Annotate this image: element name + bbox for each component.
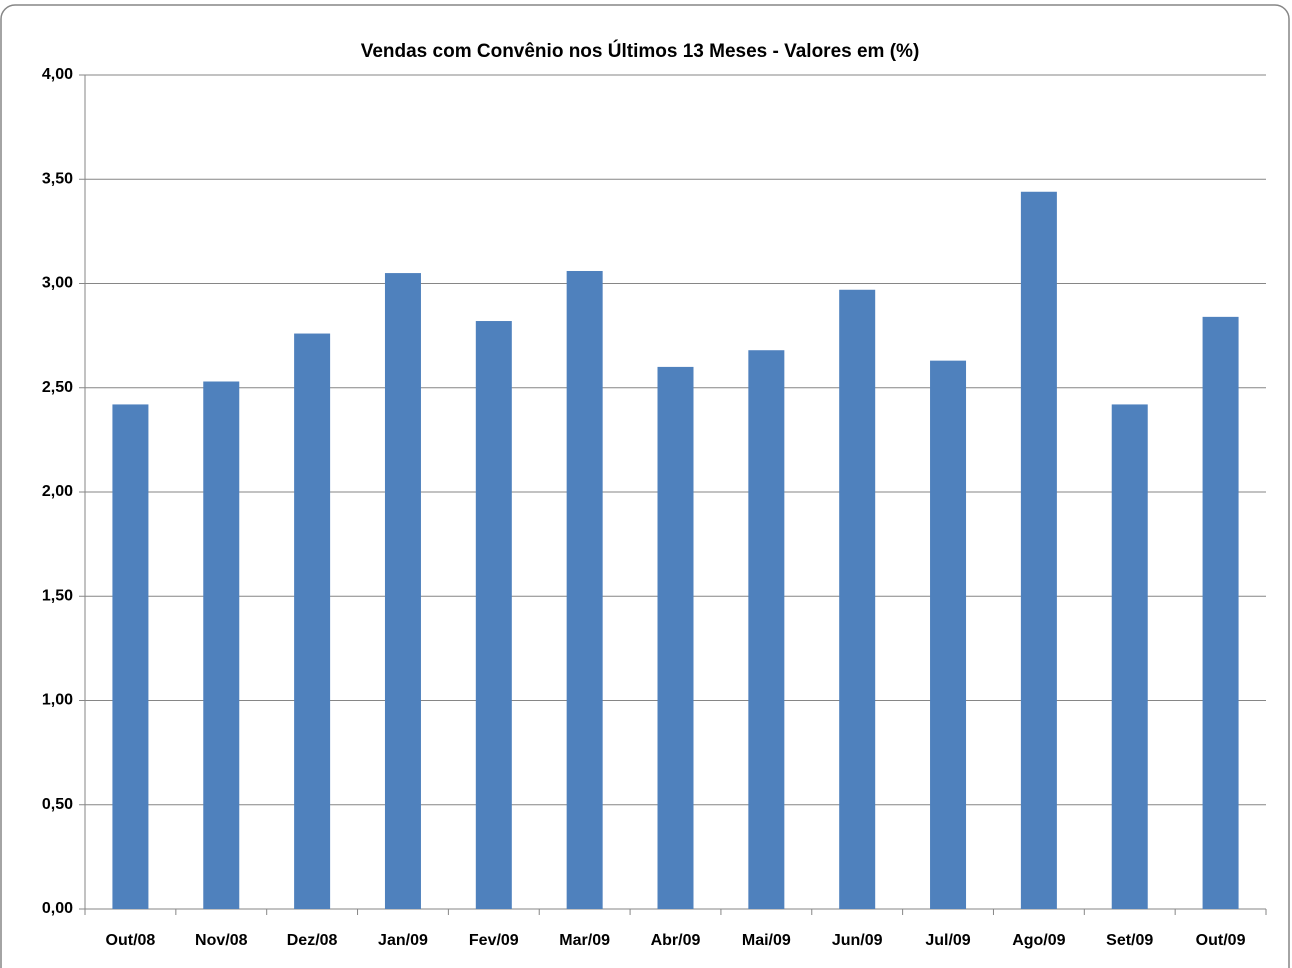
- y-tick-label: 0,50: [42, 796, 73, 813]
- bar: [203, 381, 240, 909]
- x-tick-label: Jun/09: [832, 932, 883, 949]
- y-tick-label: 1,00: [42, 692, 73, 709]
- chart-frame: [0, 4, 1290, 968]
- bar: [1111, 404, 1148, 909]
- bar: [839, 289, 876, 909]
- chart-title: Vendas com Convênio nos Últimos 13 Meses…: [361, 40, 920, 62]
- x-tick-label: Fev/09: [469, 932, 519, 949]
- bar: [657, 366, 694, 909]
- x-tick-label: Abr/09: [651, 932, 701, 949]
- x-tick-label: Set/09: [1106, 932, 1153, 949]
- x-tick-label: Nov/08: [195, 932, 248, 949]
- x-tick-label: Jan/09: [378, 932, 428, 949]
- y-tick-label: 3,50: [42, 170, 73, 187]
- y-tick-label: 2,50: [42, 379, 73, 396]
- bar: [930, 360, 967, 909]
- x-tick-label: Dez/08: [287, 932, 338, 949]
- x-tick-label: Ago/09: [1012, 932, 1065, 949]
- bar: [384, 273, 421, 909]
- x-tick-label: Mar/09: [559, 932, 610, 949]
- x-tick-label: Jul/09: [925, 932, 970, 949]
- bar: [1202, 316, 1239, 909]
- y-tick-label: 0,00: [42, 900, 73, 917]
- y-tick-label: 4,00: [42, 66, 73, 83]
- bar: [294, 333, 331, 909]
- x-tick-label: Out/09: [1196, 932, 1246, 949]
- bar: [1020, 191, 1057, 909]
- y-tick-label: 3,00: [42, 275, 73, 292]
- bar: [475, 321, 512, 909]
- y-tick-label: 1,50: [42, 587, 73, 604]
- bar: [748, 350, 785, 910]
- bar: [566, 270, 603, 909]
- x-tick-label: Mai/09: [742, 932, 791, 949]
- bar: [112, 404, 149, 909]
- y-tick-label: 2,00: [42, 483, 73, 500]
- x-tick-label: Out/08: [106, 932, 156, 949]
